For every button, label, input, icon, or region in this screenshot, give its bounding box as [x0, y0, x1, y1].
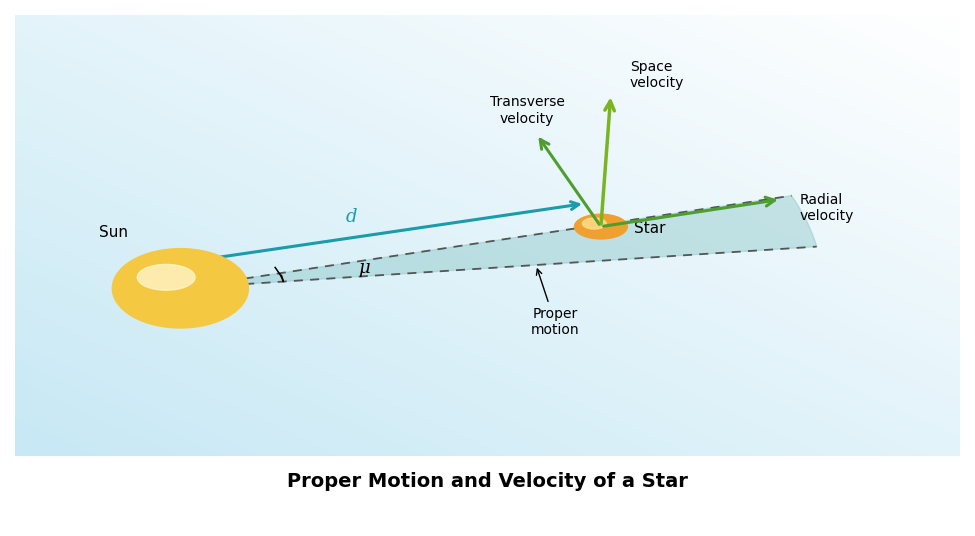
Text: Proper Motion and Velocity of a Star: Proper Motion and Velocity of a Star — [287, 472, 688, 491]
Circle shape — [574, 214, 627, 239]
Circle shape — [582, 218, 606, 229]
Polygon shape — [180, 196, 817, 288]
Text: Star: Star — [634, 221, 666, 236]
Text: Transverse
velocity: Transverse velocity — [489, 95, 565, 125]
Text: Proper
motion: Proper motion — [530, 269, 579, 337]
Text: Radial
velocity: Radial velocity — [800, 193, 854, 224]
Ellipse shape — [112, 249, 249, 328]
Text: Sun: Sun — [99, 225, 129, 240]
Ellipse shape — [137, 264, 195, 290]
Text: d: d — [345, 209, 357, 226]
Text: Space
velocity: Space velocity — [630, 60, 684, 90]
Text: μ: μ — [359, 259, 370, 278]
